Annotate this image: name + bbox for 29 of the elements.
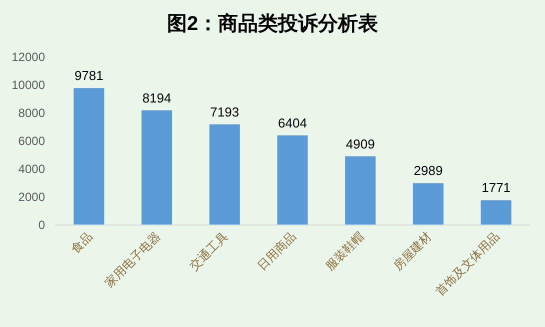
bar (345, 156, 376, 225)
bar (142, 110, 172, 225)
x-tick-label: 食品 (68, 229, 96, 256)
data-label: 2989 (414, 163, 443, 178)
y-tick-label: 12000 (12, 50, 46, 64)
x-tick-label: 日用商品 (254, 229, 299, 274)
x-tick-label: 交通工具 (186, 229, 231, 274)
x-tick-label: 房屋建材 (390, 229, 434, 274)
x-tick-label: 服装鞋帽 (322, 229, 366, 274)
y-tick-label: 10000 (12, 78, 46, 92)
data-label: 4909 (346, 136, 375, 152)
y-tick-label: 0 (38, 218, 46, 232)
bar (277, 135, 308, 225)
bar (209, 124, 240, 225)
data-label: 6404 (278, 115, 307, 130)
x-tick-label: 家用电子电器 (102, 229, 163, 290)
bar (412, 183, 444, 225)
data-label: 7193 (210, 104, 240, 120)
data-label: 9781 (74, 68, 104, 84)
x-tick-label: 首饰及文体用品 (432, 229, 502, 299)
data-label: 8194 (142, 90, 172, 106)
y-tick-label: 6000 (18, 134, 46, 148)
bar (74, 88, 104, 225)
bar (480, 200, 512, 225)
y-tick-label: 2000 (18, 190, 46, 204)
y-tick-label: 8000 (18, 106, 46, 120)
data-label: 1771 (482, 180, 511, 196)
y-tick-label: 4000 (18, 162, 46, 176)
chart-title: 图2：商品类投诉分析表 (166, 12, 378, 35)
